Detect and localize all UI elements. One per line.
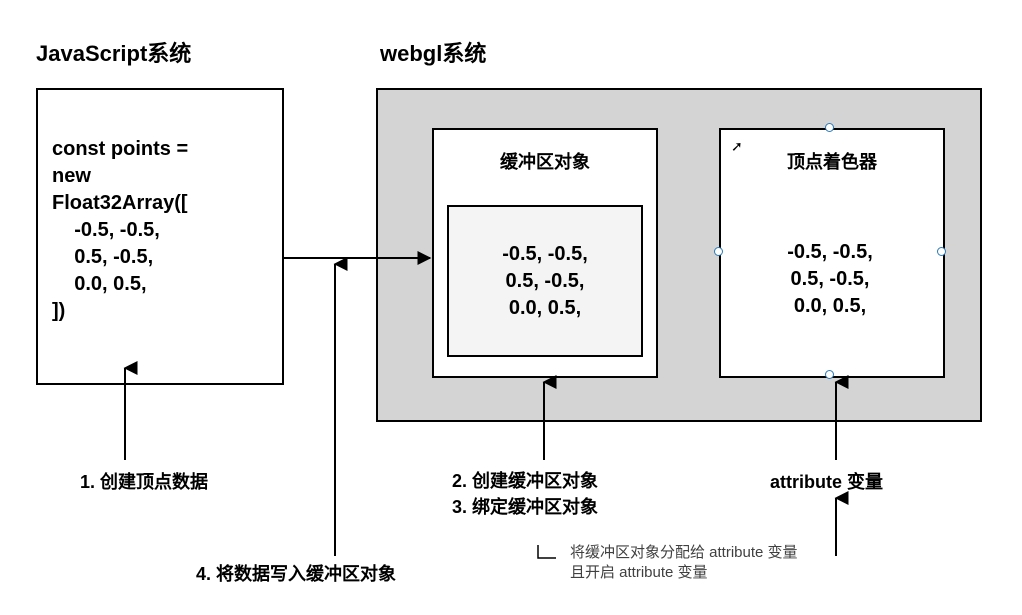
assign-label: 将缓冲区对象分配给 attribute 变量 且开启 attribute 变量 (570, 543, 798, 582)
shader-data-wrap: -0.5, -0.5, 0.5, -0.5, 0.0, 0.5, (734, 205, 926, 353)
buffer-data: -0.5, -0.5, 0.5, -0.5, 0.0, 0.5, (502, 241, 588, 322)
handle-top (825, 123, 834, 132)
js-box: const points = new Float32Array([ -0.5, … (36, 88, 284, 385)
js-code: const points = new Float32Array([ -0.5, … (52, 136, 188, 325)
buffer-title: 缓冲区对象 (434, 148, 656, 174)
shader-title: 顶点着色器 (721, 148, 943, 174)
js-heading: JavaScript系统 (36, 36, 191, 68)
webgl-heading: webgl系统 (380, 36, 486, 68)
attribute-label: attribute 变量 (770, 468, 883, 494)
shader-data: -0.5, -0.5, 0.5, -0.5, 0.0, 0.5, (787, 239, 873, 320)
buffer-data-box: -0.5, -0.5, 0.5, -0.5, 0.0, 0.5, (447, 205, 643, 357)
cursor-icon: ➚ (731, 138, 743, 155)
handle-right (937, 247, 946, 256)
step4-label: 4. 将数据写入缓冲区对象 (196, 560, 396, 586)
step1-label: 1. 创建顶点数据 (80, 468, 208, 494)
handle-left (714, 247, 723, 256)
step23-label: 2. 创建缓冲区对象 3. 绑定缓冲区对象 (452, 468, 598, 520)
handle-bottom (825, 370, 834, 379)
